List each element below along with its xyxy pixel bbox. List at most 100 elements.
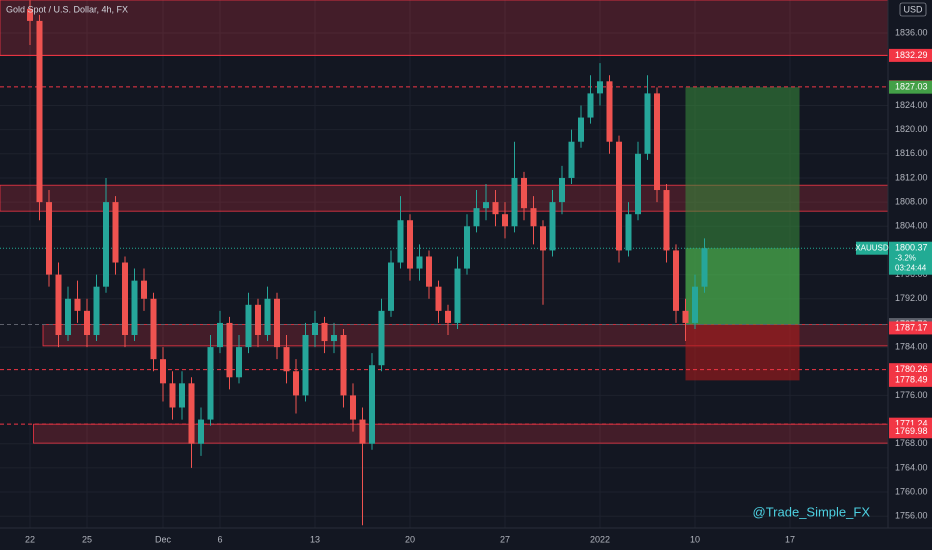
candle-body [587, 93, 594, 118]
candle-body [549, 202, 556, 251]
x-tick-label: 20 [405, 534, 415, 544]
level-label-box [889, 48, 932, 62]
x-tick-label: 6 [217, 534, 222, 544]
y-tick-label: 1756.00 [895, 511, 928, 521]
candle-body [46, 202, 52, 275]
candle-body [36, 20, 43, 203]
level-label: 1780.26 [895, 364, 928, 374]
candle-body [492, 202, 499, 215]
level-label: 1787.17 [895, 322, 928, 332]
x-tick-label: 27 [500, 534, 510, 544]
candle-body [179, 383, 185, 408]
candle-body [606, 81, 613, 142]
candle-body [112, 202, 119, 263]
y-tick-label: 1784.00 [895, 341, 928, 351]
currency-label: USD [903, 4, 923, 14]
candle-body [264, 298, 271, 336]
position-loss [685, 324, 800, 381]
symbol-label: XAUUSD [855, 243, 889, 252]
candle-body [568, 141, 575, 178]
y-tick-label: 1792.00 [895, 293, 928, 303]
y-tick-label: 1812.00 [895, 172, 928, 182]
change-label: -3.2% [895, 253, 916, 262]
candle-body [388, 262, 394, 311]
candle-body [84, 310, 90, 336]
candle-body [350, 395, 356, 420]
candle-body [701, 248, 708, 287]
candle-body [682, 310, 689, 323]
level-label-box [889, 80, 932, 94]
level-label: 1769.98 [895, 426, 928, 436]
x-tick-label: 13 [310, 534, 320, 544]
candle-body [397, 220, 404, 263]
candle-body [635, 153, 641, 215]
y-tick-label: 1760.00 [895, 486, 928, 496]
candle-body [521, 177, 527, 209]
zone [33, 423, 889, 444]
candle-body [454, 268, 461, 323]
x-tick-label: 25 [82, 534, 92, 544]
candle-body [692, 286, 698, 323]
candle-body [131, 280, 138, 336]
level-label-box [889, 321, 932, 335]
level-label-box [889, 425, 932, 439]
candle-body [559, 177, 565, 203]
candle-body [369, 365, 375, 444]
candle-body [198, 419, 204, 444]
candle-body [654, 93, 660, 191]
y-tick-label: 1836.00 [895, 27, 928, 37]
y-tick-label: 1824.00 [895, 100, 928, 110]
candle-body [435, 286, 442, 311]
candle-body [331, 335, 337, 342]
candle-body [236, 347, 242, 378]
candle-body [321, 322, 328, 342]
candle-body [217, 322, 223, 348]
candle-body [616, 141, 622, 251]
candle-body [359, 419, 366, 444]
candle-body [502, 214, 508, 227]
y-tick-label: 1764.00 [895, 462, 928, 472]
candle-body [150, 298, 157, 360]
x-tick-label: 22 [25, 534, 35, 544]
candle-body [530, 208, 537, 227]
candle-body [65, 298, 71, 336]
candle-body [207, 347, 214, 420]
y-tick-label: 1820.00 [895, 124, 928, 134]
candle-body [578, 117, 584, 142]
candle-body [160, 359, 166, 384]
candle-body [188, 383, 195, 444]
y-tick-label: 1816.00 [895, 148, 928, 158]
candle-body [673, 250, 679, 311]
candle-body [483, 202, 489, 209]
level-label: 1778.49 [895, 375, 928, 385]
x-tick-label: 10 [690, 534, 700, 544]
candle-body [302, 335, 309, 396]
watermark: @Trade_Simple_FX [753, 504, 871, 519]
candle-body [378, 310, 385, 366]
zone [0, 0, 889, 56]
candle-body [293, 371, 299, 396]
x-tick-label: Dec [155, 534, 172, 544]
candle-body [169, 383, 176, 408]
candle-body [644, 93, 651, 154]
candle-body [597, 81, 603, 94]
candle-body [663, 190, 670, 251]
price-tag [889, 241, 932, 275]
candle-body [464, 226, 470, 269]
candle-body [426, 256, 432, 287]
currency-box [899, 2, 927, 17]
candle-body [416, 256, 423, 269]
candle-body [625, 214, 632, 251]
y-tick-label: 1804.00 [895, 221, 928, 231]
candle-body [245, 304, 252, 348]
y-tick-label: 1768.00 [895, 438, 928, 448]
candle-body [407, 220, 413, 269]
countdown-label: 03:24:44 [895, 263, 927, 272]
candle-body [74, 298, 81, 311]
candle-body [340, 335, 347, 396]
y-tick-label: 1776.00 [895, 390, 928, 400]
level-label-box [889, 363, 932, 377]
candle-body [93, 286, 100, 336]
